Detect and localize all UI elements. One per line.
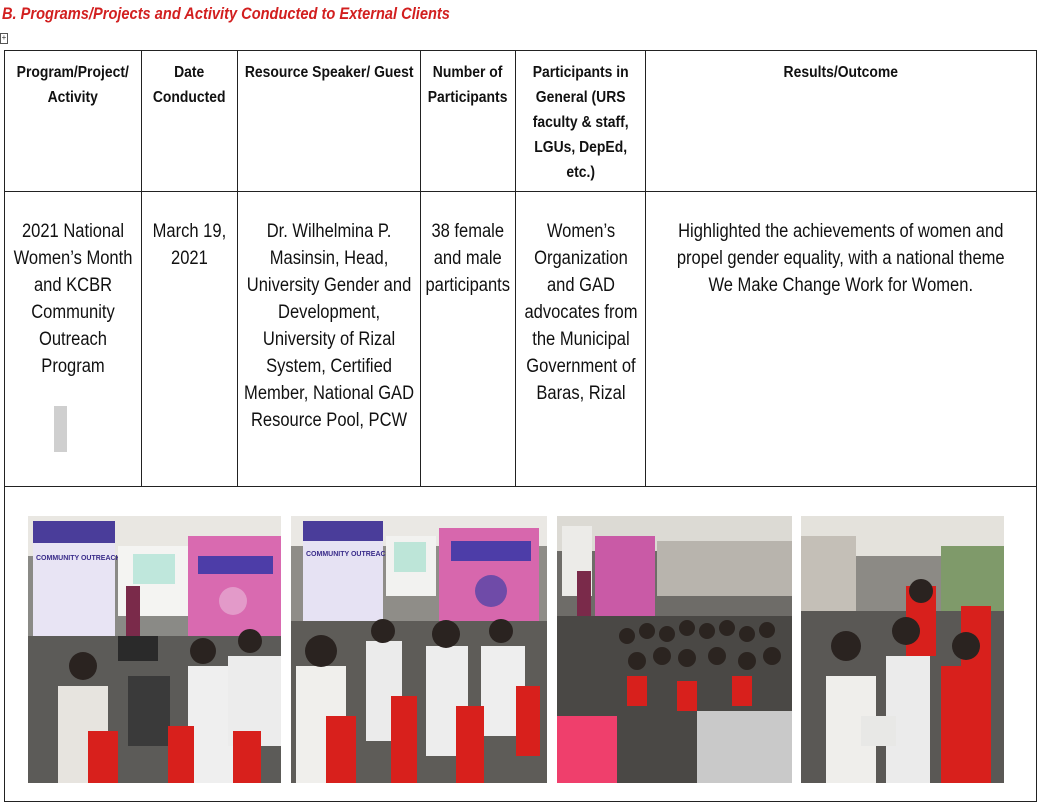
- activity-table: Program/Project/ Activity Date Conducted…: [4, 50, 1037, 802]
- header-number: Number of Participants: [428, 64, 508, 106]
- header-participants: Participants in General (URS faculty & s…: [532, 64, 629, 181]
- photo-outreach-participants-seated: [801, 516, 1004, 783]
- section-title: B. Programs/Projects and Activity Conduc…: [2, 4, 450, 23]
- cell-speaker: Dr. Wilhelmina P. Masinsin, Head, Univer…: [244, 221, 414, 431]
- banner-text: COMMUNITY OUTREACH PROGRAM: [36, 555, 159, 562]
- anchor-handle-icon[interactable]: +: [0, 33, 8, 44]
- header-results: Results/Outcome: [783, 64, 899, 81]
- cell-results: Highlighted the achievements of women an…: [677, 221, 1005, 296]
- banner-text: COMMUNITY OUTREACH PROGRAM: [306, 551, 429, 558]
- photo-outreach-audience-chairs: COMMUNITY OUTREACH PROGRAM: [291, 516, 547, 783]
- cell-number: 38 female and male participants: [425, 221, 511, 296]
- placeholder-bar: [54, 406, 67, 452]
- photo-outreach-speaker-screen: COMMUNITY OUTREACH PROGRAM: [28, 516, 281, 783]
- photo-outreach-crowd-tent: [557, 516, 792, 783]
- cell-date: March 19, 2021: [152, 221, 227, 269]
- header-speaker: Resource Speaker/ Guest: [244, 64, 414, 81]
- header-program: Program/Project/ Activity: [16, 64, 130, 106]
- header-date: Date Conducted: [153, 64, 226, 106]
- cell-program: 2021 National Women’s Month and KCBR Com…: [13, 221, 133, 377]
- cell-participants: Women’s Organization and GAD advocates f…: [523, 221, 638, 404]
